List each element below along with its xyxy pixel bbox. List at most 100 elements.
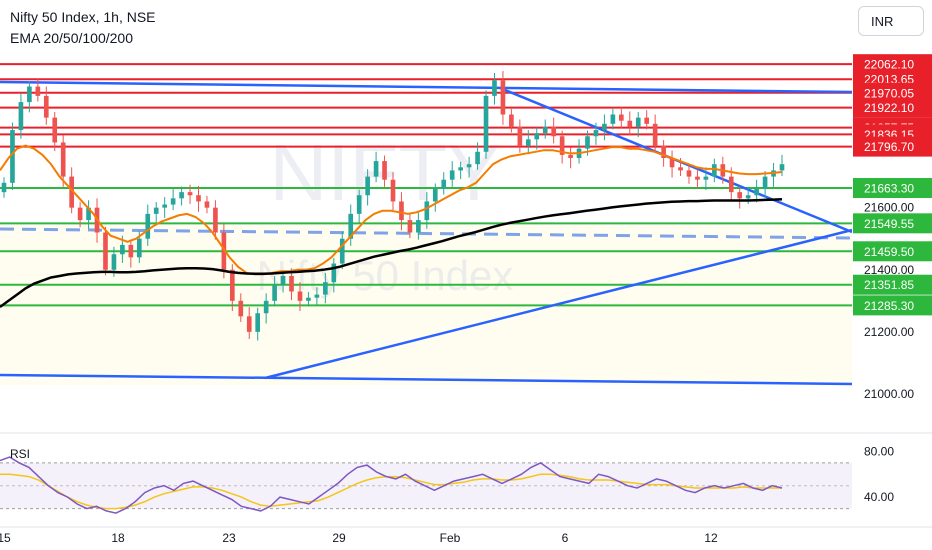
- candle: [255, 313, 261, 332]
- support-tag: 21459.50: [853, 241, 932, 262]
- support-tag: 21549.55: [853, 213, 932, 234]
- resistance-tag: 22062.10: [853, 54, 932, 75]
- candle: [103, 232, 108, 270]
- candle: [43, 95, 49, 118]
- candle: [678, 167, 683, 171]
- candle: [686, 170, 692, 177]
- candle: [35, 86, 41, 96]
- candle: [136, 238, 142, 258]
- candle: [458, 167, 463, 171]
- candle: [356, 195, 362, 214]
- watermark-name: Nifty 50 Index: [257, 252, 514, 299]
- candle: [492, 80, 497, 96]
- candle: [196, 195, 201, 202]
- support-tag-label: 21549.55: [864, 217, 914, 231]
- candle: [365, 176, 370, 196]
- candle: [416, 220, 421, 233]
- support-tag-bg: [853, 213, 932, 234]
- support-tag-label: 21351.85: [864, 278, 914, 292]
- rsi-tick-label: 40.00: [864, 490, 894, 504]
- candle: [635, 117, 641, 127]
- candle: [585, 136, 590, 149]
- candle: [449, 170, 455, 180]
- y-tick-label: 21600.00: [864, 201, 914, 215]
- candle: [712, 164, 717, 177]
- rsi-tick-label: 80.00: [864, 444, 894, 458]
- candle: [500, 80, 506, 115]
- support-tag: 21663.30: [853, 178, 932, 199]
- support-tag: 21351.85: [853, 274, 932, 295]
- candle: [145, 213, 151, 239]
- candle: [382, 161, 387, 180]
- candle: [559, 136, 565, 155]
- upper-channel-line: [0, 80, 853, 94]
- candle: [204, 201, 210, 208]
- candle: [407, 220, 413, 233]
- candle: [745, 195, 751, 199]
- chart-title: Nifty 50 Index, 1h, NSE: [10, 9, 156, 25]
- candle: [441, 179, 447, 190]
- resistance-tag-label: 21796.70: [864, 140, 914, 154]
- support-tag-bg: [853, 178, 932, 199]
- candle: [213, 207, 218, 233]
- candle: [373, 161, 379, 177]
- x-tick-label: 15: [0, 531, 11, 545]
- currency-label: INR: [871, 14, 894, 29]
- candle: [737, 192, 743, 199]
- x-tick-label: 6: [562, 531, 569, 545]
- candle: [230, 269, 235, 301]
- candle: [263, 300, 269, 314]
- y-tick-label: 21200.00: [864, 325, 914, 339]
- resistance-tag-bg: [853, 54, 932, 75]
- candle: [475, 151, 480, 165]
- candle: [619, 114, 624, 121]
- candle: [728, 176, 734, 193]
- candle: [399, 201, 404, 221]
- candle: [128, 244, 134, 258]
- resistance-tag-bg: [853, 97, 932, 118]
- candle: [10, 130, 15, 183]
- support-tag: 21285.30: [853, 295, 932, 316]
- resistance-tag: 21922.10: [853, 97, 932, 118]
- resistance-tag-label: 21970.05: [864, 86, 914, 100]
- indicator-legend: EMA 20/50/100/200: [10, 30, 133, 46]
- lower-channel-line: [0, 373, 853, 386]
- candle: [610, 114, 616, 124]
- candle: [542, 126, 548, 134]
- x-tick-label: 18: [111, 531, 125, 545]
- candle: [120, 244, 125, 255]
- candle: [289, 275, 294, 292]
- candle: [1, 182, 7, 193]
- candle: [466, 164, 472, 168]
- candle: [52, 117, 58, 143]
- support-tag-label: 21459.50: [864, 245, 914, 259]
- support-tag-label: 21663.30: [864, 182, 914, 196]
- candle: [762, 176, 768, 190]
- x-tick-label: 29: [332, 531, 346, 545]
- x-tick-label: Feb: [440, 531, 461, 545]
- candle: [525, 139, 531, 146]
- candle: [517, 126, 523, 146]
- candle: [534, 133, 540, 140]
- x-tick-label: 23: [222, 531, 236, 545]
- candle: [246, 316, 252, 332]
- candle: [602, 123, 607, 131]
- candle: [27, 86, 32, 103]
- currency-button[interactable]: INR: [858, 6, 924, 36]
- candle: [339, 238, 345, 264]
- candle: [669, 157, 675, 168]
- candle: [60, 142, 66, 177]
- x-tick-label: 12: [704, 531, 718, 545]
- candle: [272, 285, 277, 301]
- candle: [111, 254, 117, 270]
- candle: [280, 275, 286, 286]
- candle: [483, 95, 489, 152]
- candle: [779, 164, 785, 171]
- rsi-line: [0, 456, 783, 514]
- resistance-tag-bg: [853, 136, 932, 157]
- support-tag-bg: [853, 295, 932, 316]
- candle: [754, 189, 759, 196]
- candle: [179, 192, 184, 199]
- candle: [162, 204, 167, 208]
